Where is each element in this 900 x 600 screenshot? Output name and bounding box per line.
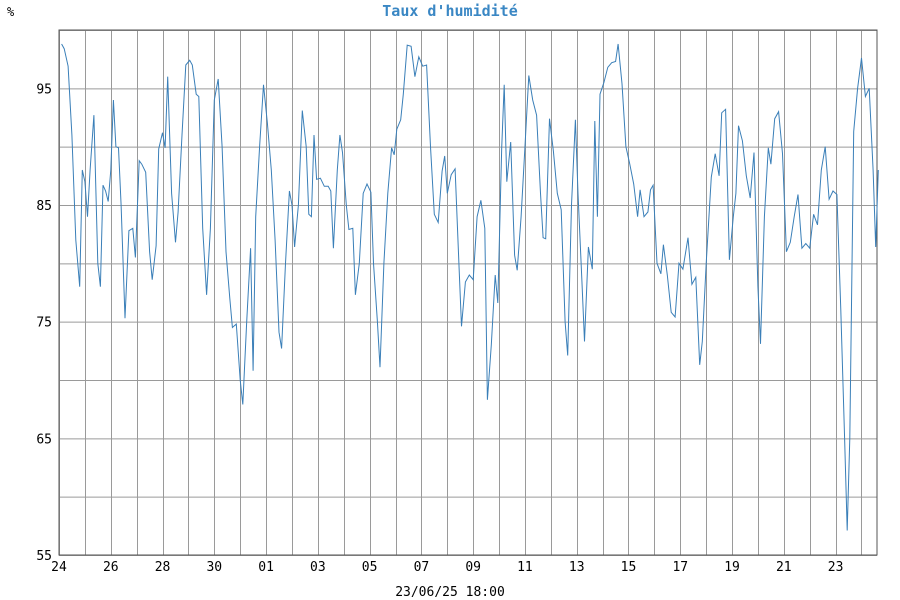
x-axis: 24 26 28 30 01 03 05 07 09 11 13 15 17 19 21 23 — [51, 560, 843, 575]
x-tick-label: 17 — [672, 560, 688, 575]
chart-grid — [59, 30, 877, 556]
y-axis: 55 65 75 85 95 — [36, 82, 52, 564]
x-tick-label: 13 — [569, 560, 585, 575]
x-tick-label: 26 — [103, 560, 119, 575]
y-unit-label: % — [7, 5, 15, 19]
y-tick-label: 75 — [36, 316, 52, 331]
y-tick-label: 65 — [36, 432, 52, 447]
y-tick-label: 55 — [36, 549, 52, 564]
x-tick-label: 19 — [724, 560, 740, 575]
x-tick-label: 28 — [155, 560, 171, 575]
x-tick-label: 15 — [621, 560, 637, 575]
x-tick-label: 11 — [517, 560, 533, 575]
x-tick-label: 24 — [51, 560, 67, 575]
x-tick-label: 05 — [362, 560, 378, 575]
x-axis-label: 23/06/25 18:00 — [395, 585, 505, 600]
y-tick-label: 95 — [36, 82, 52, 97]
x-tick-label: 09 — [465, 560, 481, 575]
x-tick-label: 30 — [206, 560, 222, 575]
plot-frame — [58, 29, 878, 556]
x-tick-label: 21 — [776, 560, 792, 575]
y-tick-label: 85 — [36, 199, 52, 214]
x-tick-label: 03 — [310, 560, 326, 575]
chart-title: Taux d'humidité — [382, 2, 517, 20]
x-tick-label: 01 — [258, 560, 274, 575]
x-tick-label: 07 — [414, 560, 430, 575]
humidity-series-line — [61, 43, 879, 531]
x-tick-label: 23 — [828, 560, 844, 575]
